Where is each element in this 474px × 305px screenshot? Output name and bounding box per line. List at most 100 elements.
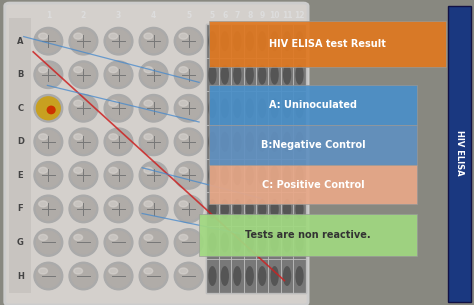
Ellipse shape <box>104 95 133 122</box>
Ellipse shape <box>139 95 168 122</box>
Text: H: H <box>17 271 24 281</box>
Ellipse shape <box>69 162 98 189</box>
Ellipse shape <box>174 262 203 290</box>
Ellipse shape <box>177 164 201 187</box>
Ellipse shape <box>221 267 228 285</box>
Ellipse shape <box>144 134 153 140</box>
Ellipse shape <box>144 235 153 240</box>
Text: F: F <box>18 204 23 214</box>
FancyBboxPatch shape <box>448 6 471 302</box>
Ellipse shape <box>144 67 153 73</box>
Ellipse shape <box>259 133 265 151</box>
Ellipse shape <box>142 63 165 86</box>
Ellipse shape <box>69 229 98 256</box>
Ellipse shape <box>174 95 203 122</box>
Ellipse shape <box>39 268 47 274</box>
Ellipse shape <box>296 267 303 285</box>
Ellipse shape <box>109 67 118 73</box>
Ellipse shape <box>259 267 265 285</box>
Ellipse shape <box>72 63 95 86</box>
Ellipse shape <box>296 166 303 185</box>
Ellipse shape <box>107 231 130 254</box>
Ellipse shape <box>234 200 241 218</box>
Ellipse shape <box>296 200 303 218</box>
Ellipse shape <box>142 231 165 254</box>
Ellipse shape <box>209 267 216 285</box>
Ellipse shape <box>174 195 203 223</box>
Ellipse shape <box>296 233 303 252</box>
Ellipse shape <box>36 231 60 254</box>
Text: 6: 6 <box>222 11 228 20</box>
Ellipse shape <box>234 32 241 50</box>
Ellipse shape <box>69 27 98 55</box>
Ellipse shape <box>74 100 82 106</box>
Ellipse shape <box>36 131 60 153</box>
Ellipse shape <box>109 201 118 207</box>
Ellipse shape <box>107 63 130 86</box>
Ellipse shape <box>34 195 63 223</box>
Text: D: D <box>17 137 24 146</box>
Ellipse shape <box>179 100 188 106</box>
Ellipse shape <box>36 63 60 86</box>
Ellipse shape <box>234 133 241 151</box>
Ellipse shape <box>104 262 133 290</box>
Ellipse shape <box>139 229 168 256</box>
Ellipse shape <box>221 32 228 50</box>
Ellipse shape <box>74 201 82 207</box>
Ellipse shape <box>221 166 228 185</box>
Ellipse shape <box>234 267 241 285</box>
Ellipse shape <box>34 95 63 122</box>
Ellipse shape <box>209 32 216 50</box>
Ellipse shape <box>34 162 63 189</box>
Ellipse shape <box>209 133 216 151</box>
Ellipse shape <box>271 166 278 185</box>
Ellipse shape <box>72 265 95 287</box>
Ellipse shape <box>109 235 118 240</box>
Ellipse shape <box>34 27 63 55</box>
Ellipse shape <box>74 167 82 173</box>
Text: HIV ELISA: HIV ELISA <box>456 130 464 175</box>
Text: Tests are non reactive.: Tests are non reactive. <box>245 230 371 240</box>
Ellipse shape <box>174 128 203 156</box>
Ellipse shape <box>74 235 82 240</box>
Ellipse shape <box>259 32 265 50</box>
Ellipse shape <box>34 262 63 290</box>
Ellipse shape <box>144 167 153 173</box>
Ellipse shape <box>72 198 95 220</box>
Ellipse shape <box>36 97 60 120</box>
Text: 10: 10 <box>269 11 280 20</box>
FancyBboxPatch shape <box>209 125 417 165</box>
Ellipse shape <box>221 66 228 84</box>
Ellipse shape <box>104 128 133 156</box>
Ellipse shape <box>271 200 278 218</box>
Ellipse shape <box>234 166 241 185</box>
Ellipse shape <box>283 99 291 117</box>
Ellipse shape <box>69 95 98 122</box>
Ellipse shape <box>246 233 253 252</box>
Ellipse shape <box>109 33 118 39</box>
Ellipse shape <box>177 265 201 287</box>
Ellipse shape <box>69 61 98 88</box>
Ellipse shape <box>39 201 47 207</box>
Ellipse shape <box>283 200 291 218</box>
Ellipse shape <box>104 195 133 223</box>
Ellipse shape <box>246 99 253 117</box>
FancyBboxPatch shape <box>209 85 417 125</box>
Text: B: B <box>17 70 24 79</box>
Ellipse shape <box>72 231 95 254</box>
Ellipse shape <box>296 66 303 84</box>
Text: A: A <box>17 37 24 46</box>
Ellipse shape <box>34 128 63 156</box>
Ellipse shape <box>209 233 216 252</box>
Ellipse shape <box>271 267 278 285</box>
Ellipse shape <box>34 61 63 88</box>
Ellipse shape <box>271 66 278 84</box>
Ellipse shape <box>221 133 228 151</box>
Ellipse shape <box>234 66 241 84</box>
Text: 5: 5 <box>186 11 191 20</box>
Ellipse shape <box>296 133 303 151</box>
Ellipse shape <box>283 233 291 252</box>
Ellipse shape <box>177 231 201 254</box>
Ellipse shape <box>104 162 133 189</box>
Text: G: G <box>17 238 24 247</box>
